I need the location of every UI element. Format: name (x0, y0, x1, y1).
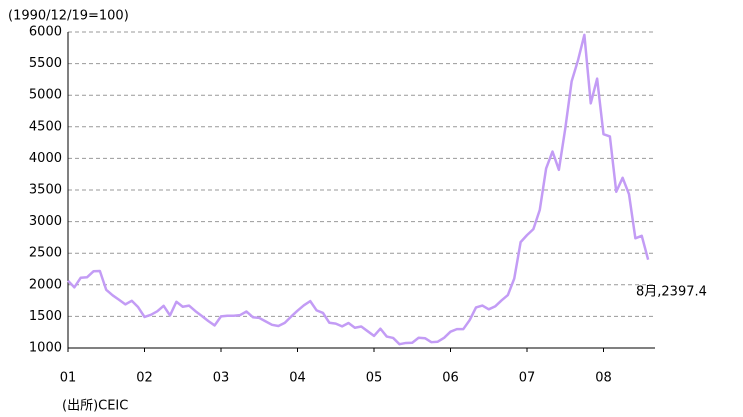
y-tick-label: 1500 (29, 309, 62, 324)
annotation: 8月,2397.4 (636, 285, 707, 300)
x-tick-label: 01 (60, 371, 77, 386)
x-tick-label: 03 (213, 371, 230, 386)
x-tick-label: 02 (136, 371, 153, 386)
y-tick-label: 6000 (29, 25, 62, 40)
x-tick-label: 07 (519, 371, 536, 386)
y-tick-label: 2500 (29, 246, 62, 261)
x-tick-label: 06 (442, 371, 459, 386)
y-tick-label: 2000 (29, 277, 62, 292)
y-tick-label: 4500 (29, 119, 62, 134)
x-tick-label: 05 (366, 371, 383, 386)
y-tick-label: 5000 (29, 88, 62, 103)
y-tick-label: 5500 (29, 56, 62, 71)
x-tick-label: 04 (289, 371, 306, 386)
y-tick-label: 1000 (29, 341, 62, 356)
y-tick-label: 4000 (29, 151, 62, 166)
y-axis-label: (1990/12/19=100) (8, 9, 129, 24)
data-line (67, 33, 650, 346)
source-note: (出所)CEIC (62, 399, 128, 414)
x-tick-label: 08 (595, 371, 612, 386)
y-tick-label: 3000 (29, 214, 62, 229)
y-tick-label: 3500 (29, 183, 62, 198)
